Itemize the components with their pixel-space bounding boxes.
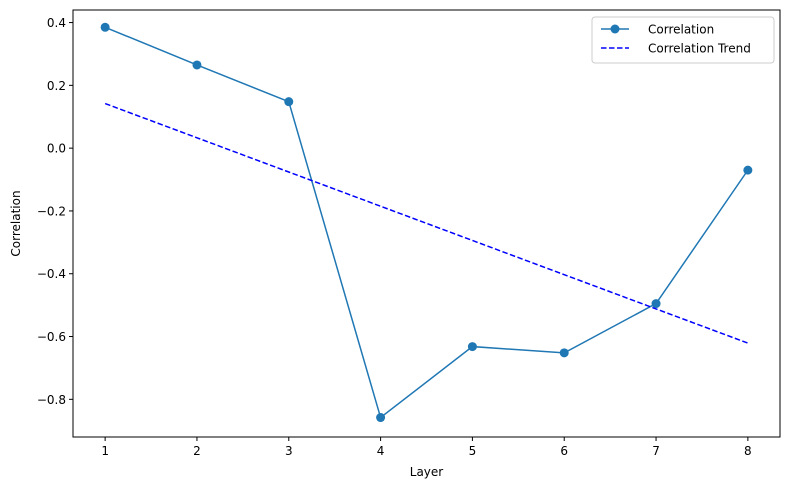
data-point	[467, 342, 477, 352]
series-layer	[100, 22, 753, 423]
data-point	[100, 22, 110, 32]
y-tick-label: −0.6	[37, 330, 66, 344]
y-tick-label: −0.4	[37, 267, 66, 281]
x-tick-label: 6	[560, 444, 568, 458]
data-point	[284, 97, 294, 107]
y-axis-title: Correlation	[9, 190, 23, 256]
x-tick-label: 7	[652, 444, 660, 458]
x-tick-label: 8	[744, 444, 752, 458]
data-point	[376, 413, 386, 423]
data-point	[192, 60, 202, 70]
legend: Correlation Correlation Trend	[591, 16, 775, 64]
y-tick-label: 0.4	[47, 16, 66, 30]
plot-background	[73, 10, 780, 437]
data-point	[651, 299, 661, 309]
x-tick-label: 5	[469, 444, 477, 458]
x-axis: 1 2 3 4 5 6 7 8	[101, 437, 752, 458]
legend-label-correlation: Correlation	[648, 23, 714, 37]
plot-frame	[72, 9, 781, 438]
y-tick-label: −0.8	[37, 393, 66, 407]
data-point	[743, 165, 753, 175]
data-point	[559, 348, 569, 358]
x-tick-label: 3	[285, 444, 293, 458]
x-tick-label: 2	[193, 444, 201, 458]
x-axis-title: Layer	[410, 465, 444, 479]
y-tick-label: −0.2	[37, 204, 66, 218]
y-tick-label: 0.2	[47, 79, 66, 93]
x-tick-label: 4	[377, 444, 385, 458]
legend-label-correlation-trend: Correlation Trend	[648, 42, 751, 56]
x-tick-label: 1	[101, 444, 109, 458]
series-line-correlation	[104, 26, 749, 419]
y-tick-label: 0.0	[47, 142, 66, 156]
legend-marker-correlation	[610, 24, 620, 34]
series-line-correlation-trend	[104, 102, 749, 344]
y-axis: 0.4 0.2 0.0 −0.2 −0.4 −0.6 −0.8	[37, 16, 73, 407]
legend-box	[591, 16, 775, 64]
